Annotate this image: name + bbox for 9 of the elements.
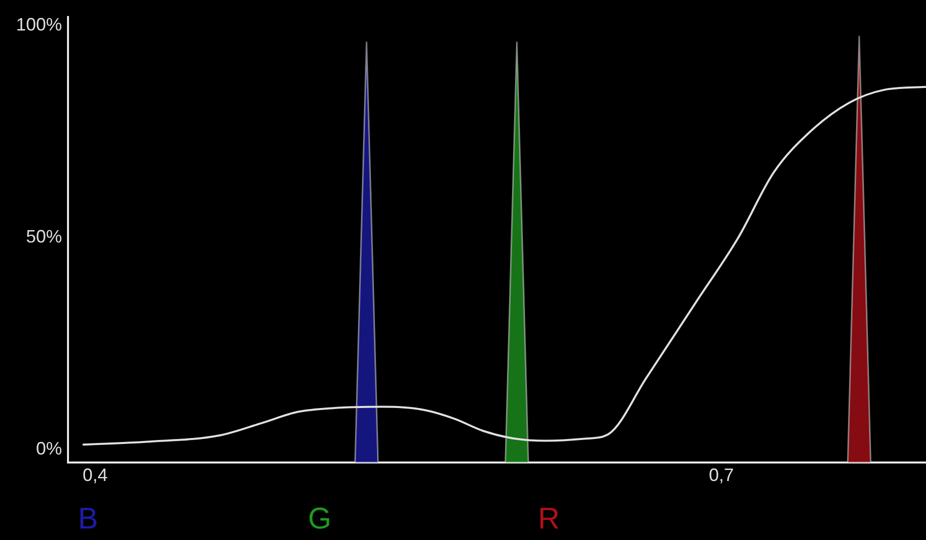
text: B bbox=[78, 502, 98, 536]
text: R bbox=[538, 502, 560, 536]
y-tick-label: 0% bbox=[36, 438, 62, 459]
x-tick-label: 0,4 bbox=[82, 465, 108, 486]
y-tick-label: 50% bbox=[26, 226, 62, 246]
x-tick-label: 0,7 bbox=[708, 465, 734, 486]
y-tick-label: 100% bbox=[16, 14, 62, 34]
text: G bbox=[308, 502, 332, 536]
line-series bbox=[82, 86, 926, 446]
